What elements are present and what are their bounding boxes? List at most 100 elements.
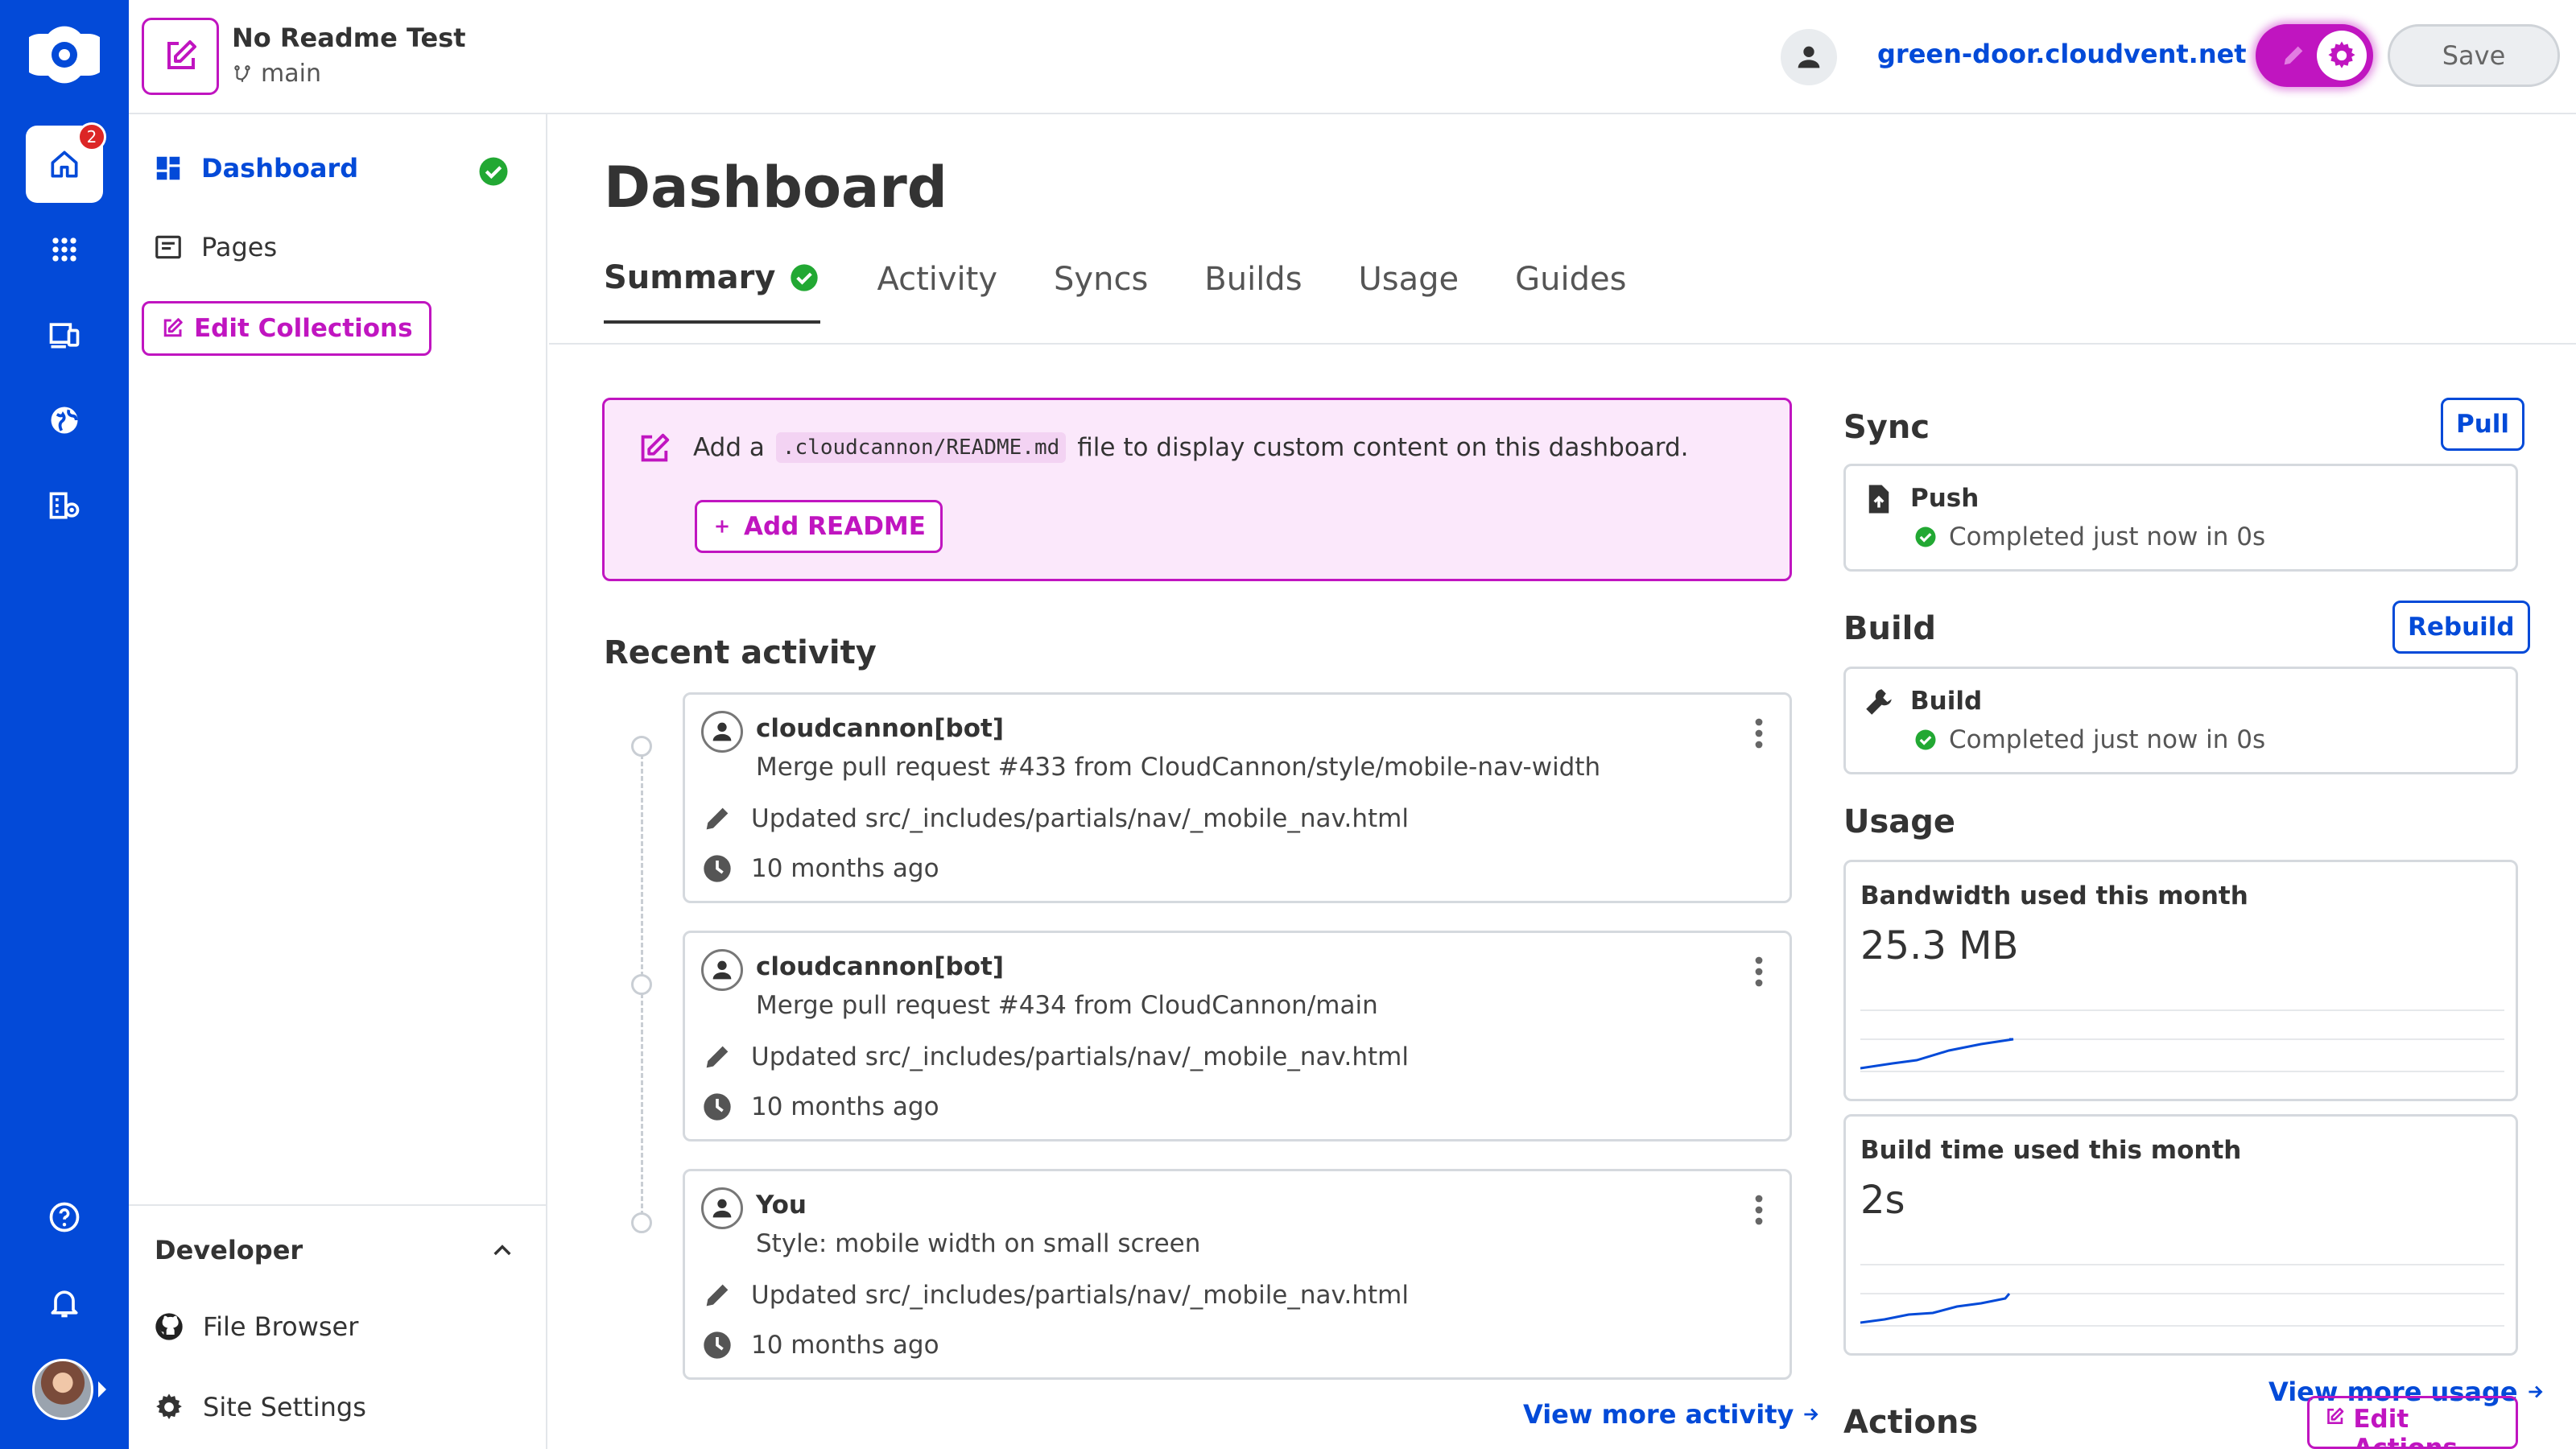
activity-time: 10 months ago [751, 1331, 939, 1360]
pull-button[interactable]: Pull [2441, 398, 2525, 451]
cloudcannon-logo-icon[interactable] [29, 26, 100, 84]
tab-builds[interactable]: Builds [1204, 261, 1302, 298]
rail-organization-button[interactable] [26, 467, 103, 544]
rail-globe-button[interactable] [26, 382, 103, 459]
activity-message: Merge pull request #434 from CloudCannon… [756, 991, 1378, 1020]
more-options-icon[interactable] [1754, 1194, 1764, 1226]
apps-grid-icon [52, 237, 76, 262]
branch-label[interactable]: main [232, 60, 321, 88]
gear-icon [156, 1393, 182, 1419]
build-card-title: Build [1910, 687, 1983, 716]
organization-icon [49, 492, 80, 519]
build-title: Build [1843, 610, 1937, 647]
rebuild-button[interactable]: Rebuild [2392, 601, 2530, 654]
sidebar-item-label: Site Settings [203, 1392, 366, 1422]
tab-activity[interactable]: Activity [877, 261, 998, 298]
bandwidth-label: Bandwidth used this month [1860, 881, 2248, 910]
editor-mode-toggle[interactable] [2256, 24, 2373, 87]
user-avatar[interactable] [32, 1359, 93, 1420]
tab-usage[interactable]: Usage [1358, 261, 1459, 298]
add-readme-button[interactable]: Add README [695, 500, 943, 553]
clock-icon [704, 1093, 731, 1121]
branch-icon [234, 64, 250, 82]
rail-apps-button[interactable] [26, 211, 103, 288]
sync-status-text: Completed just now in 0s [1949, 522, 2266, 551]
edit-collections-label: Edit Collections [194, 314, 413, 343]
sync-status-card[interactable]: Push Completed just now in 0s [1843, 464, 2518, 572]
check-circle-icon [1915, 729, 1936, 750]
edit-actions-button[interactable]: Edit Actions [2307, 1396, 2518, 1449]
bandwidth-usage-card[interactable]: Bandwidth used this month 25.3 MB [1843, 860, 2518, 1101]
sidebar-item-site-settings[interactable]: Site Settings [153, 1391, 366, 1423]
developer-section: Developer File Browser Site Settings [129, 1204, 546, 1422]
timeline-dot [631, 736, 652, 757]
site-url-link[interactable]: green-door.cloudvent.net [1877, 39, 2276, 69]
devices-icon [49, 323, 80, 349]
activity-file-row: Updated src/_includes/partials/nav/_mobi… [701, 1041, 1409, 1073]
rail-devices-button[interactable] [26, 296, 103, 374]
sidebar-item-label: Dashboard [201, 153, 359, 184]
file-upload-icon [1868, 485, 1889, 514]
arrow-right-icon [2528, 1385, 2543, 1398]
author-avatar [701, 949, 743, 991]
caret-right-icon[interactable] [98, 1381, 106, 1397]
page-title: Dashboard [604, 155, 947, 221]
pencil-icon [706, 1046, 729, 1068]
sidebar-item-pages[interactable]: Pages [153, 232, 277, 262]
pencil-icon [2284, 46, 2303, 65]
activity-author: cloudcannon[bot] [756, 714, 1005, 743]
usage-title: Usage [1843, 803, 1956, 840]
chevron-up-icon[interactable] [489, 1238, 515, 1264]
dashboard-tabs: Summary Activity Syncs Builds Usage Guid… [604, 259, 1626, 324]
build-time-usage-card[interactable]: Build time used this month 2s [1843, 1114, 2518, 1356]
check-circle-icon [1915, 526, 1936, 547]
summary-content: Add a .cloudcannon/README.md file to dis… [549, 343, 2576, 1449]
edit-icon [641, 433, 670, 462]
pencil-icon [706, 1284, 729, 1307]
readme-notice: Add a .cloudcannon/README.md file to dis… [602, 398, 1792, 581]
bandwidth-value: 25.3 MB [1860, 923, 2019, 968]
sync-status: Completed just now in 0s [1913, 522, 2265, 551]
edit-collections-button[interactable]: Edit Collections [142, 301, 431, 356]
readme-code: .cloudcannon/README.md [775, 432, 1067, 463]
rail-notifications-button[interactable] [26, 1264, 103, 1341]
sidebar-item-dashboard[interactable]: Dashboard [153, 153, 358, 184]
actions-title: Actions [1843, 1404, 1979, 1441]
save-button[interactable]: Save [2388, 24, 2560, 87]
activity-card[interactable]: You Style: mobile width on small screen … [683, 1169, 1792, 1380]
activity-file-row: Updated src/_includes/partials/nav/_mobi… [701, 1279, 1409, 1311]
build-status-card[interactable]: Build Completed just now in 0s [1843, 667, 2518, 774]
sidebar-item-file-browser[interactable]: File Browser [153, 1311, 358, 1343]
rail-help-button[interactable] [26, 1179, 103, 1256]
activity-card[interactable]: cloudcannon[bot] Merge pull request #434… [683, 931, 1792, 1141]
plus-icon [716, 520, 729, 533]
sync-card-title: Push [1910, 484, 1979, 513]
rail-home-button[interactable]: 2 [26, 122, 106, 203]
readme-suffix: file to display custom content on this d… [1077, 433, 1689, 462]
add-readme-label: Add README [744, 512, 926, 541]
person-icon [712, 1199, 732, 1218]
check-circle-icon [791, 264, 819, 291]
build-time-value: 2s [1860, 1178, 1905, 1223]
activity-card[interactable]: cloudcannon[bot] Merge pull request #433… [683, 692, 1792, 903]
more-options-icon[interactable] [1754, 717, 1764, 749]
collaborator-avatar[interactable] [1781, 29, 1837, 85]
tab-syncs[interactable]: Syncs [1054, 261, 1149, 298]
wrench-icon [1866, 689, 1892, 715]
site-edit-icon[interactable] [142, 18, 219, 95]
edit-icon [2327, 1407, 2344, 1424]
tab-summary[interactable]: Summary [604, 259, 821, 324]
view-more-activity-link[interactable]: View more activity [1523, 1399, 1821, 1430]
build-time-label: Build time used this month [1860, 1136, 2242, 1165]
app-rail: 2 [0, 0, 129, 1449]
more-options-icon[interactable] [1754, 956, 1764, 988]
notification-badge: 2 [77, 122, 106, 151]
author-avatar [701, 711, 743, 753]
activity-time: 10 months ago [751, 854, 939, 883]
branch-name: main [261, 60, 321, 88]
activity-message: Merge pull request #433 from CloudCannon… [756, 753, 1601, 782]
readme-message: Add a .cloudcannon/README.md file to dis… [693, 432, 1689, 463]
activity-file-row: Updated src/_includes/partials/nav/_mobi… [701, 803, 1409, 835]
activity-author: cloudcannon[bot] [756, 952, 1005, 981]
tab-guides[interactable]: Guides [1515, 261, 1627, 298]
